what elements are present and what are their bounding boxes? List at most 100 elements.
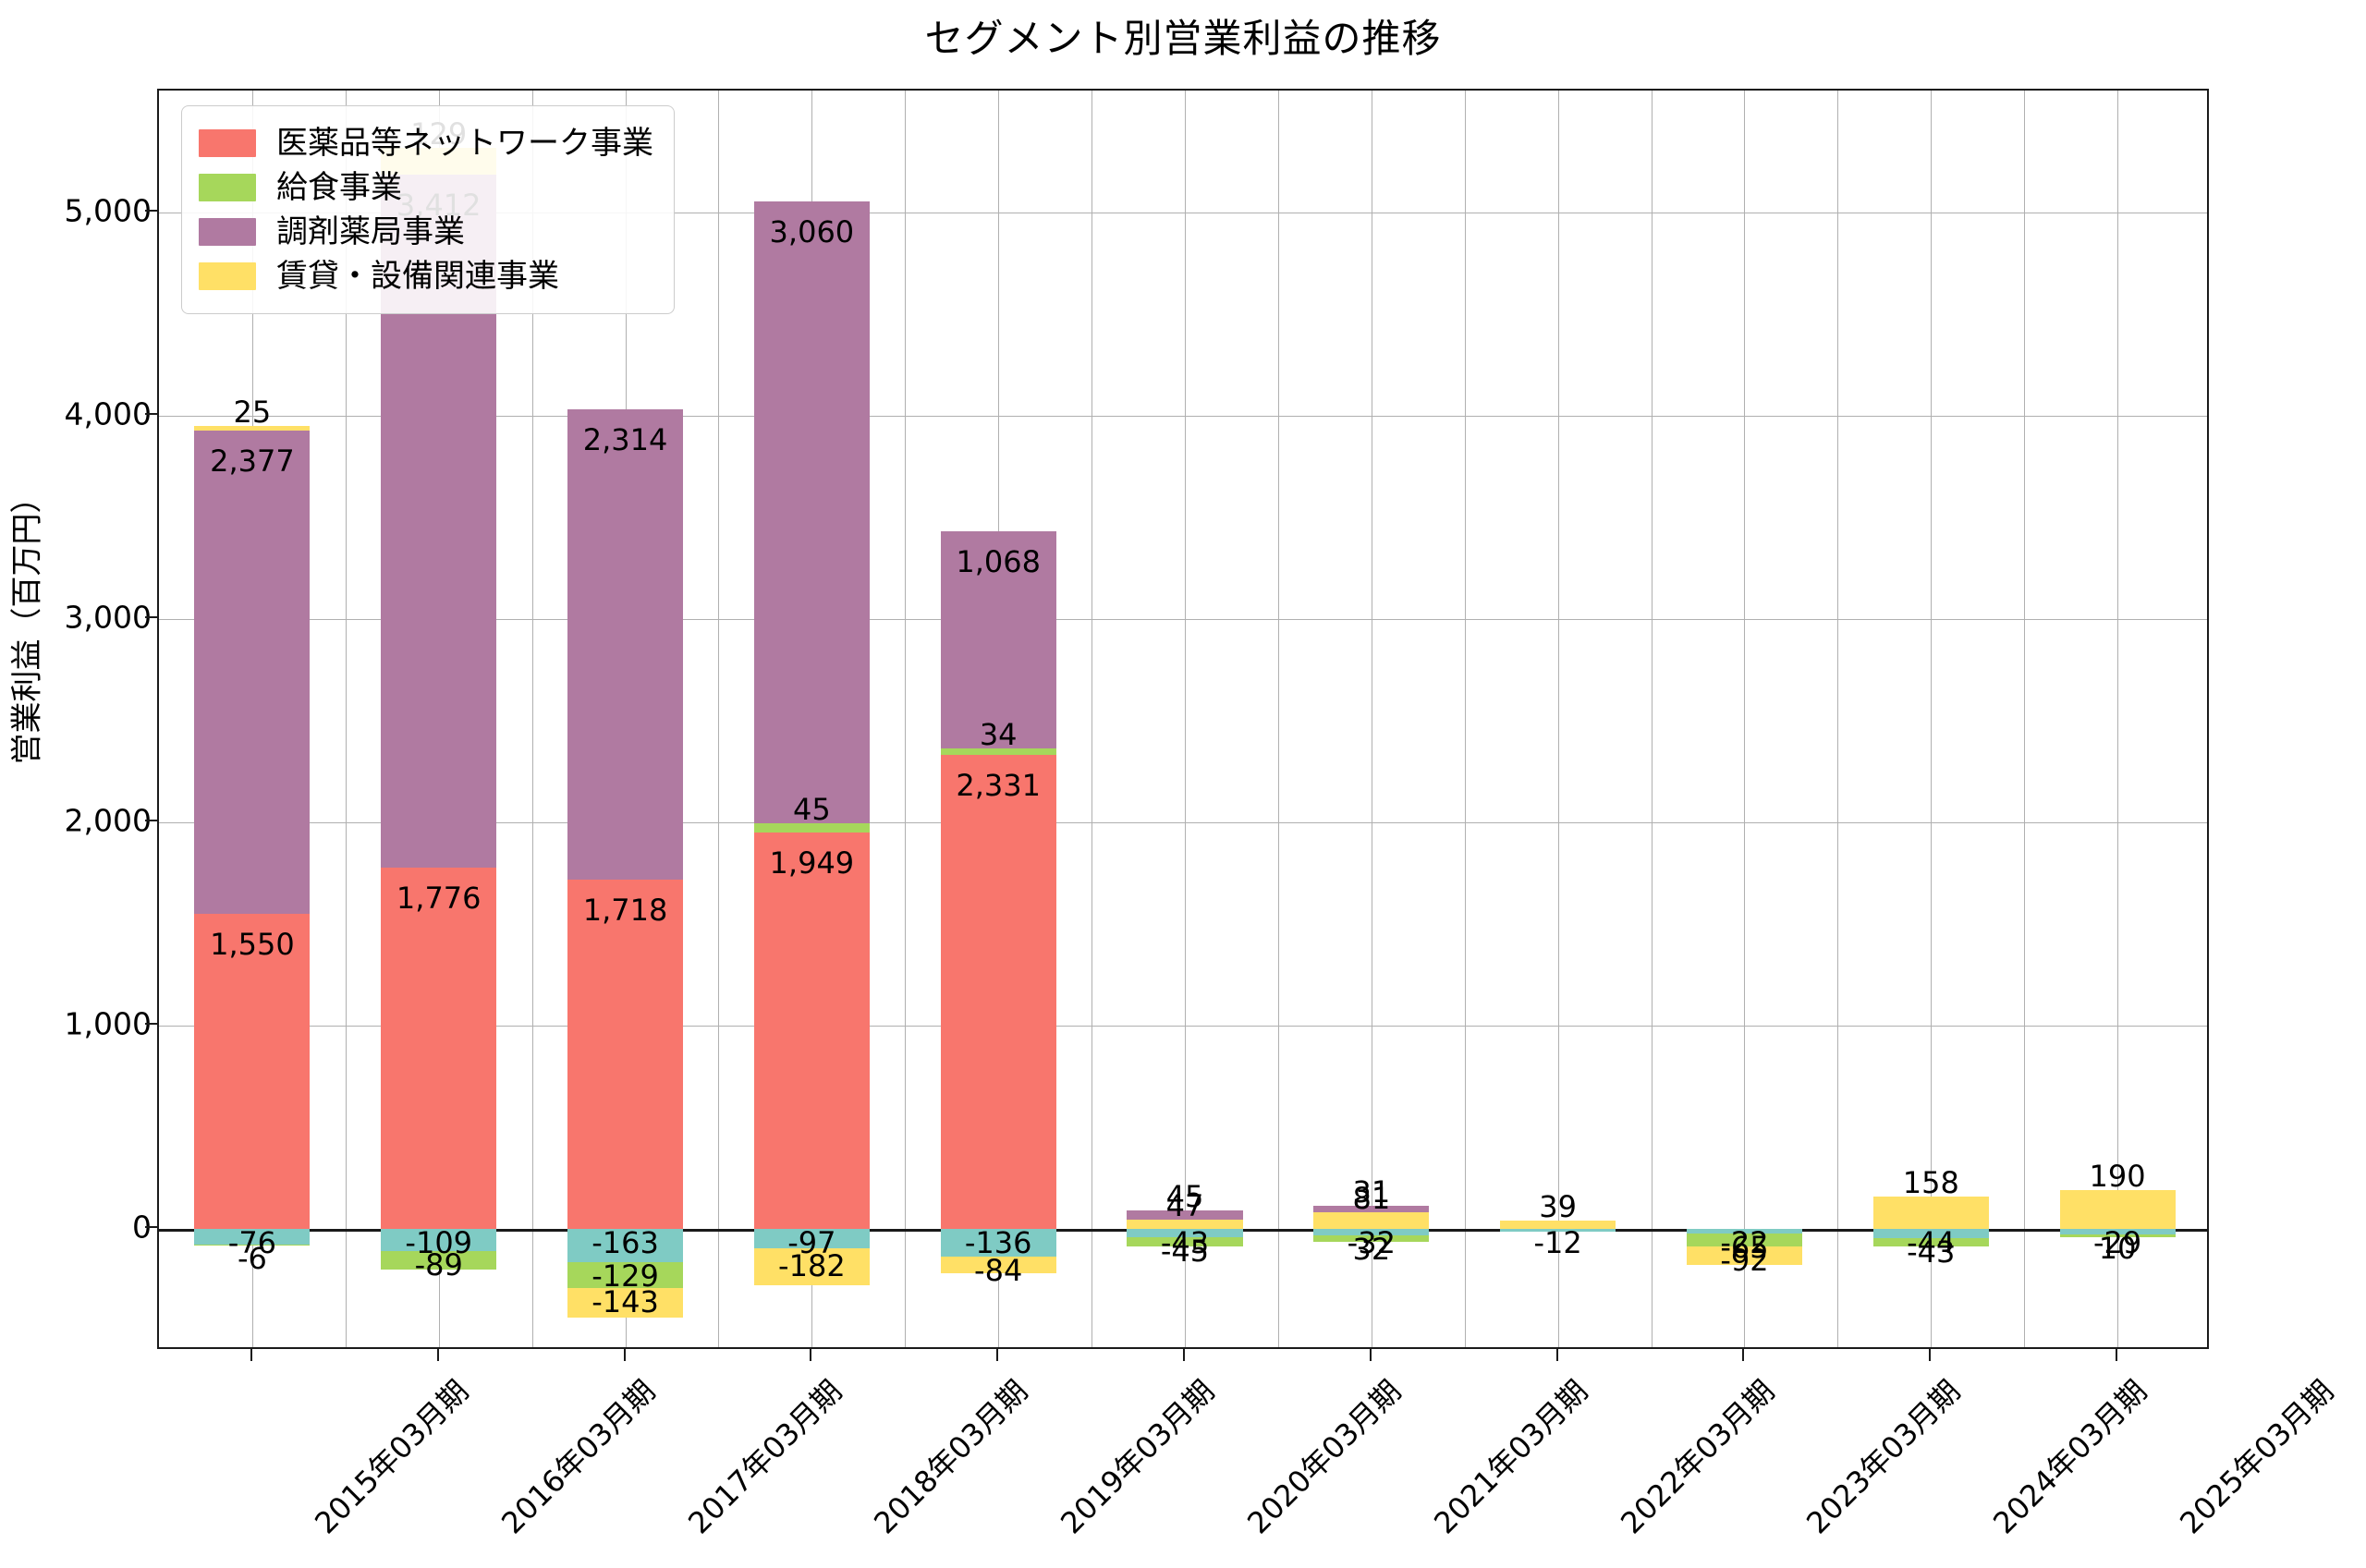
bar-segment[interactable] (2059, 1234, 2176, 1237)
bar-segment[interactable] (567, 1288, 684, 1318)
bar-segment[interactable] (194, 914, 311, 1229)
x-axis-tick-mark (2116, 1349, 2118, 1361)
x-axis-tick-label: 2020年03月期 (1240, 1373, 1409, 1541)
gridline-horizontal (159, 416, 2207, 417)
gridline-horizontal (159, 1026, 2207, 1027)
y-axis-tick-mark (145, 210, 157, 212)
y-axis-tick-label: 4,000 (64, 395, 152, 432)
bar-segment[interactable] (1500, 1221, 1616, 1229)
bar-segment[interactable] (1872, 1237, 1989, 1247)
bar-segment[interactable] (753, 1229, 870, 1249)
bar-segment[interactable] (194, 431, 311, 914)
chart-title: セグメント別営業利益の推移 (924, 16, 1442, 61)
bar-segment[interactable] (1872, 1197, 1989, 1229)
bar-segment[interactable] (381, 1229, 497, 1251)
x-axis-tick-label: 2019年03月期 (1054, 1373, 1222, 1541)
bar-segment[interactable] (2059, 1190, 2176, 1229)
y-axis-tick-mark (145, 1226, 157, 1228)
bar-segment[interactable] (940, 1229, 1056, 1257)
bar-segment[interactable] (567, 880, 684, 1229)
x-axis-tick-label: 2025年03月期 (2173, 1373, 2341, 1541)
bar-segment[interactable] (1686, 1246, 1803, 1266)
bar-segment[interactable] (940, 755, 1056, 1229)
x-axis-tick-label: 2017年03月期 (680, 1373, 848, 1541)
y-axis-tick-mark (145, 616, 157, 618)
x-axis-tick-mark (1183, 1349, 1185, 1361)
legend-item[interactable]: 医薬品等ネットワーク事業 (199, 121, 653, 165)
y-axis-tick-label: 0 (132, 1209, 152, 1246)
bar-segment[interactable] (753, 823, 870, 833)
chart-legend: 医薬品等ネットワーク事業 給食事業調剤薬局事業賃貸・設備関連事業 (181, 105, 675, 314)
x-axis-tick-mark (810, 1349, 812, 1361)
gridline-vertical-center (1557, 91, 1559, 1347)
legend-item[interactable]: 調剤薬局事業 (199, 210, 653, 254)
bar-segment[interactable] (1313, 1206, 1430, 1213)
gridline-vertical (1651, 91, 1653, 1347)
bar-segment[interactable] (753, 1248, 870, 1286)
legend-item[interactable]: 賃貸・設備関連事業 (199, 254, 653, 298)
x-axis-tick-mark (623, 1349, 626, 1361)
x-axis-tick-label: 2024年03月期 (1986, 1373, 2154, 1541)
gridline-vertical-center (1931, 91, 1933, 1347)
bar-segment[interactable] (1313, 1235, 1430, 1243)
bar-segment[interactable] (1313, 1212, 1430, 1229)
bar-segment[interactable] (1686, 1229, 1803, 1234)
bar-segment[interactable] (567, 408, 684, 881)
legend-item-label: 調剤薬局事業 (276, 213, 465, 250)
y-axis-tick-label: 2,000 (64, 802, 152, 839)
bar-segment[interactable] (940, 748, 1056, 756)
gridline-vertical-center (1185, 91, 1186, 1347)
x-axis-tick-mark (1929, 1349, 1932, 1361)
bar-segment[interactable] (1127, 1209, 1243, 1220)
bar-segment[interactable] (753, 833, 870, 1229)
bar-segment[interactable] (1127, 1219, 1243, 1229)
bar-segment[interactable] (1127, 1237, 1243, 1247)
gridline-vertical (345, 91, 347, 1347)
bar-segment[interactable] (194, 1244, 311, 1246)
y-axis-tick-mark (145, 413, 157, 415)
y-axis-tick-mark (145, 1023, 157, 1025)
bar-segment[interactable] (2059, 1229, 2176, 1235)
bar-segment[interactable] (753, 201, 870, 824)
y-axis-tick-mark (145, 820, 157, 821)
bar-segment[interactable] (1127, 1229, 1243, 1238)
legend-item[interactable]: 給食事業 (199, 165, 653, 210)
bar-segment[interactable] (1500, 1229, 1616, 1232)
bar-segment[interactable] (381, 868, 497, 1229)
gridline-vertical (1464, 91, 1466, 1347)
gridline-horizontal (159, 619, 2207, 620)
bar-segment[interactable] (1313, 1229, 1430, 1236)
bar-segment[interactable] (567, 1229, 684, 1262)
gridline-vertical-center (2117, 91, 2119, 1347)
y-axis-tick-label: 5,000 (64, 192, 152, 229)
bar-segment[interactable] (381, 1250, 497, 1270)
plot-area: 1,5502,37725-76-61,7763,412129-109-891,7… (157, 89, 2209, 1349)
legend-color-swatch (199, 174, 256, 201)
bar-segment[interactable] (940, 530, 1056, 748)
x-axis-tick-label: 2018年03月期 (867, 1373, 1035, 1541)
gridline-vertical (2024, 91, 2026, 1347)
legend-item-label: 給食事業 (276, 169, 402, 206)
bar-segment[interactable] (194, 1229, 311, 1245)
bar-segment[interactable] (1872, 1229, 1989, 1238)
bar-segment[interactable] (1686, 1233, 1803, 1247)
legend-color-swatch (199, 218, 256, 246)
x-axis-tick-mark (250, 1349, 252, 1361)
gridline-vertical-center (1744, 91, 1746, 1347)
x-axis-tick-label: 2023年03月期 (1799, 1373, 1968, 1541)
bar-segment[interactable] (194, 425, 311, 432)
x-axis-tick-label: 2016年03月期 (494, 1373, 663, 1541)
gridline-vertical (718, 91, 720, 1347)
legend-item-label: 医薬品等ネットワーク事業 (276, 125, 653, 162)
gridline-vertical (1277, 91, 1279, 1347)
x-axis-tick-label: 2015年03月期 (308, 1373, 476, 1541)
bar-segment[interactable] (567, 1261, 684, 1289)
x-axis-tick-mark (1555, 1349, 1558, 1361)
x-axis-tick-label: 2021年03月期 (1426, 1373, 1595, 1541)
gridline-vertical (905, 91, 907, 1347)
bar-segment[interactable] (940, 1256, 1056, 1274)
x-axis-tick-mark (436, 1349, 439, 1361)
legend-item-label: 賃貸・設備関連事業 (276, 258, 559, 295)
legend-color-swatch (199, 262, 256, 290)
